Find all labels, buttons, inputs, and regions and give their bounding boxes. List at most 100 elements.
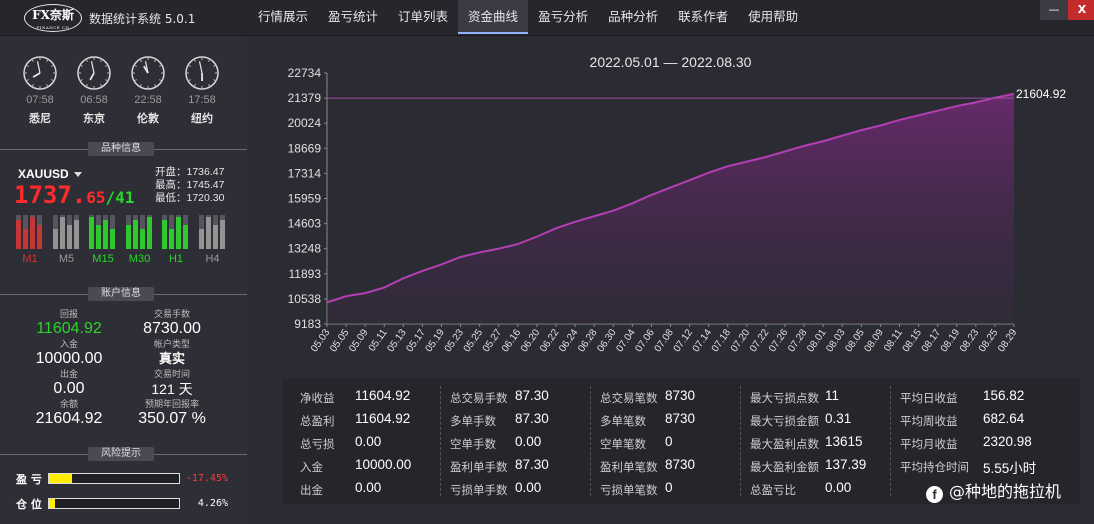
x-tick-label: 06.30 [595, 327, 619, 354]
x-tick-label: 07.04 [614, 327, 638, 354]
timeframe-label-m30[interactable]: M30 [128, 253, 151, 265]
timeframe-label-m15[interactable]: M15 [92, 253, 114, 265]
x-tick-label: 05.23 [443, 327, 467, 354]
end-value-label: 21604.92 [1016, 87, 1066, 101]
return-stat: 回报 11604.92 [14, 307, 124, 338]
stat-value: 10000.00 [355, 457, 412, 472]
main-menu: 行情展示 盈亏统计 订单列表 资金曲线 盈亏分析 品种分析 联系作者 使用帮助 [248, 0, 808, 34]
minimize-button[interactable]: — [1040, 0, 1068, 20]
stat-value: 0 [665, 480, 673, 495]
clock-tick [105, 79, 108, 81]
close-button[interactable]: X [1068, 0, 1094, 20]
clock-tick [86, 84, 88, 87]
timeframe-bar [205, 216, 211, 249]
stat-value: 0.00 [515, 434, 542, 449]
deposit-stat: 入金 10000.00 [14, 337, 124, 368]
timeframe-bar [23, 228, 28, 249]
clock-city: 纽约 [191, 112, 213, 125]
y-tick-label: 20024 [288, 116, 322, 130]
menu-item-4[interactable]: 盈亏分析 [538, 9, 589, 24]
symbol-selector[interactable]: XAUUSD [18, 167, 82, 181]
clock-time: 17:58 [188, 94, 216, 106]
risk-section-header: 风险提示 [0, 447, 247, 461]
clock-tick [134, 65, 137, 67]
menu-item-0[interactable]: 行情展示 [258, 9, 309, 24]
timeframe-bar [125, 225, 131, 249]
stat-value: 8730 [665, 457, 696, 472]
clock-face-icon [131, 56, 165, 90]
x-tick-label: 06.28 [576, 327, 600, 354]
x-tick-label: 07.26 [767, 327, 791, 354]
open-price: 开盘：1736.47 [155, 166, 225, 178]
clock-tick [188, 79, 191, 81]
timeframe-label-m5[interactable]: M5 [58, 253, 75, 265]
stat-value: 682.64 [983, 411, 1025, 426]
stat-label: 最大盈利金额 [750, 462, 819, 474]
clock-face-icon [185, 56, 219, 90]
timeframe-bar [59, 216, 65, 249]
stat-value: 0.00 [355, 434, 382, 449]
clock-tick [154, 84, 156, 87]
menu-item-7[interactable]: 使用帮助 [748, 9, 799, 24]
x-tick-label: 08.25 [977, 327, 1001, 354]
clock-tick [159, 79, 162, 81]
clock-1: 06:58 东京 [74, 55, 114, 126]
x-tick-label: 05.05 [328, 327, 352, 354]
clock-tick [46, 84, 48, 87]
x-tick-label: 08.09 [863, 327, 887, 354]
clock-tick [134, 79, 137, 81]
x-tick-label: 06.20 [519, 327, 543, 354]
timeframe-bar [73, 220, 79, 249]
trade-time-stat: 交易时间 121 天 [117, 367, 227, 398]
timeframe-bar [176, 216, 181, 249]
stat-value: 0.00 [825, 480, 852, 495]
timeframe-bar [169, 228, 174, 249]
stat-value: 137.39 [825, 457, 867, 472]
stat-value: 8730 [665, 411, 696, 426]
account-type-stat: 帐户类型 真实 [117, 337, 227, 368]
pl-risk-row: 盈 亏 [16, 471, 42, 487]
pl-risk-value: -17.45% [185, 473, 228, 484]
clock-tick [51, 79, 54, 81]
equity-line [326, 92, 1015, 304]
menu-item-2[interactable]: 订单列表 [398, 9, 449, 24]
stat-value: 11604.92 [355, 411, 411, 426]
menu-item-6[interactable]: 联系作者 [678, 9, 729, 24]
menu-item-5[interactable]: 品种分析 [608, 9, 659, 24]
hour-hand [89, 72, 95, 81]
column-divider [590, 386, 591, 496]
x-tick-label: 08.19 [939, 327, 963, 354]
x-tick-label: 07.22 [748, 327, 772, 354]
timeframe-label-h1[interactable]: H1 [168, 253, 184, 265]
pl-label: 盈 亏 [16, 473, 42, 486]
clock-2: 22:58 伦敦 [128, 55, 168, 126]
stat-value: 11604.92 [355, 388, 411, 403]
stat-label: 总交易笔数 [600, 393, 658, 405]
y-tick-label: 17314 [288, 166, 322, 180]
x-tick-label: 05.13 [385, 327, 409, 354]
x-tick-label: 05.19 [424, 327, 448, 354]
timeframe-label-m1[interactable]: M1 [22, 253, 38, 265]
bid-ask-price: 1737.65/41 [14, 181, 134, 209]
timeframe-label-h4[interactable]: H4 [205, 253, 220, 265]
timeframe-bars-m30 [125, 215, 154, 249]
clock-tick [188, 65, 191, 67]
x-tick-label: 06.22 [538, 327, 562, 354]
timeframe-bars-h1 [162, 215, 190, 249]
x-tick-label: 05.27 [481, 327, 505, 354]
menu-item-1[interactable]: 盈亏统计 [328, 9, 379, 24]
x-tick-label: 08.05 [843, 327, 867, 354]
withdraw-value: 0.00 [53, 380, 85, 397]
clock-tick [213, 65, 216, 67]
minute-hand [36, 61, 41, 74]
clock-tick [46, 59, 48, 62]
equity-curve-chart: 2022.05.01 — 2022.08.30 22734 21379 20024 18… [288, 54, 1067, 354]
stat-label: 空单笔数 [600, 439, 646, 451]
menu-item-3[interactable]: 资金曲线 [458, 0, 529, 34]
clock-tick [32, 59, 34, 62]
x-tick-label: 07.20 [729, 327, 753, 354]
clock-tick [100, 59, 102, 62]
y-tick-label: 10538 [288, 292, 322, 306]
clock-tick [140, 84, 142, 87]
